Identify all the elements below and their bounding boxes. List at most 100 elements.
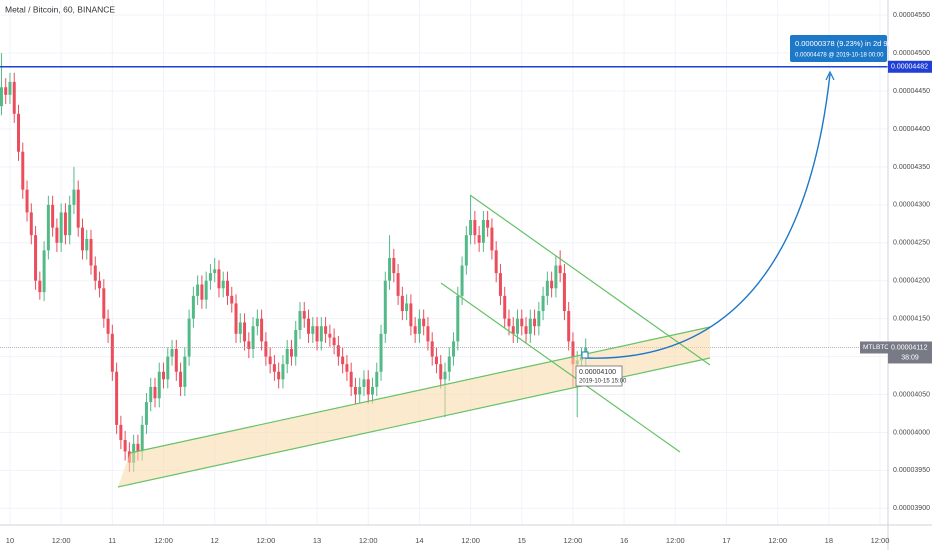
candle-body xyxy=(4,87,8,95)
y-tick-label: 0.00004250 xyxy=(893,240,930,247)
candle-body xyxy=(336,345,340,357)
candle-body xyxy=(277,371,281,380)
y-tick-label: 0.00004550 xyxy=(893,12,930,19)
candle-body xyxy=(166,356,170,380)
candle-body xyxy=(473,220,477,236)
candle-body xyxy=(494,250,498,274)
y-tick-label: 0.00004350 xyxy=(893,164,930,171)
candle-body xyxy=(375,371,379,387)
candle-body xyxy=(179,371,183,387)
candle-body xyxy=(110,333,114,372)
candle-body xyxy=(400,295,404,312)
x-tick-label: 10 xyxy=(6,536,14,545)
candle-body xyxy=(191,295,195,319)
drawings: 0.00000378 (9.23%) in 2d 9h 0.00004478 @… xyxy=(117,35,892,488)
candle-body xyxy=(370,386,374,395)
candle-body xyxy=(225,280,229,296)
candle-body xyxy=(238,322,242,334)
candles xyxy=(0,53,588,472)
candle-body xyxy=(255,318,259,327)
candle-body xyxy=(80,227,84,251)
candle-body xyxy=(332,337,336,346)
candle-body xyxy=(289,348,293,357)
x-tick-label: 12:00 xyxy=(871,536,890,545)
candle-body xyxy=(140,424,144,452)
countdown: 38:09 xyxy=(901,354,919,361)
candle-body xyxy=(29,212,33,236)
candle-body xyxy=(456,295,460,342)
candle-body xyxy=(213,269,217,274)
candle-body xyxy=(345,364,349,372)
candle-body xyxy=(72,189,76,205)
candle-body xyxy=(260,318,264,342)
candle-body xyxy=(524,326,528,334)
candle-body xyxy=(567,311,571,342)
candle-body xyxy=(25,189,29,213)
candle-body xyxy=(298,311,302,331)
candle-body xyxy=(541,295,545,312)
x-tick-label: 12:00 xyxy=(52,536,71,545)
candle-body xyxy=(558,265,562,274)
candle-body xyxy=(392,257,396,274)
candle-body xyxy=(247,341,251,349)
projection-curve xyxy=(584,73,831,359)
candle-body xyxy=(353,386,357,395)
candle-body xyxy=(366,379,370,395)
x-tick-label: 14 xyxy=(415,536,423,545)
candle-body xyxy=(157,371,161,399)
candle-body xyxy=(464,235,468,266)
symbol-label: MTLBTC xyxy=(863,344,889,351)
candle-body xyxy=(362,379,366,387)
candle-body xyxy=(162,371,166,380)
tooltip-text: 0.00004100 xyxy=(579,369,616,376)
candle-body xyxy=(106,318,110,334)
candle-body xyxy=(443,371,447,380)
candle-body xyxy=(409,303,413,327)
candle-body xyxy=(481,220,485,243)
candle-body xyxy=(498,273,502,296)
candle-body xyxy=(520,318,524,327)
x-tick-label: 18 xyxy=(825,536,833,545)
candle-body xyxy=(328,333,332,338)
candle-body xyxy=(136,443,140,452)
candle-body xyxy=(144,402,148,425)
candle-body xyxy=(545,280,549,296)
candle-body xyxy=(447,356,451,372)
trend-line xyxy=(440,282,681,453)
x-tick-label: 15 xyxy=(518,536,526,545)
hline-label-box xyxy=(888,60,932,73)
candle-body xyxy=(341,356,345,365)
candle-body xyxy=(307,318,311,334)
last-price-box xyxy=(888,341,932,364)
candle-body xyxy=(8,81,12,95)
candle-body xyxy=(264,341,268,357)
candle-body xyxy=(490,227,494,251)
candle-body xyxy=(221,280,225,289)
candle-body xyxy=(511,326,515,334)
x-tick-label: 12:00 xyxy=(359,536,378,545)
candle-body xyxy=(170,348,174,357)
candle-body xyxy=(562,273,566,312)
projection-text: 0.00000378 (9.23%) in 2d 9h xyxy=(795,39,892,48)
tooltip-text: 2019-10-15 15:00 xyxy=(579,379,627,385)
candle-body xyxy=(413,326,417,334)
candle-body xyxy=(422,318,426,327)
candle-body xyxy=(230,295,234,304)
candle-body xyxy=(507,318,511,327)
candle-body xyxy=(200,284,204,300)
candle-body xyxy=(93,265,97,281)
candle-body xyxy=(439,364,443,380)
candle-body xyxy=(76,189,80,228)
candle-body xyxy=(59,212,63,243)
candle-body xyxy=(196,284,200,296)
candle-body xyxy=(21,151,25,190)
projection-text: 0.00004478 @ 2019-10-18 00:00 xyxy=(795,53,884,59)
candle-body xyxy=(302,311,306,319)
candle-body xyxy=(452,341,456,357)
candle-body xyxy=(187,318,191,357)
candle-body xyxy=(63,212,67,236)
candle-body xyxy=(217,269,221,289)
candle-body xyxy=(319,326,323,342)
candle-body xyxy=(234,303,238,334)
chart-title: Metal / Bitcoin, 60, BINANCE xyxy=(5,4,115,14)
